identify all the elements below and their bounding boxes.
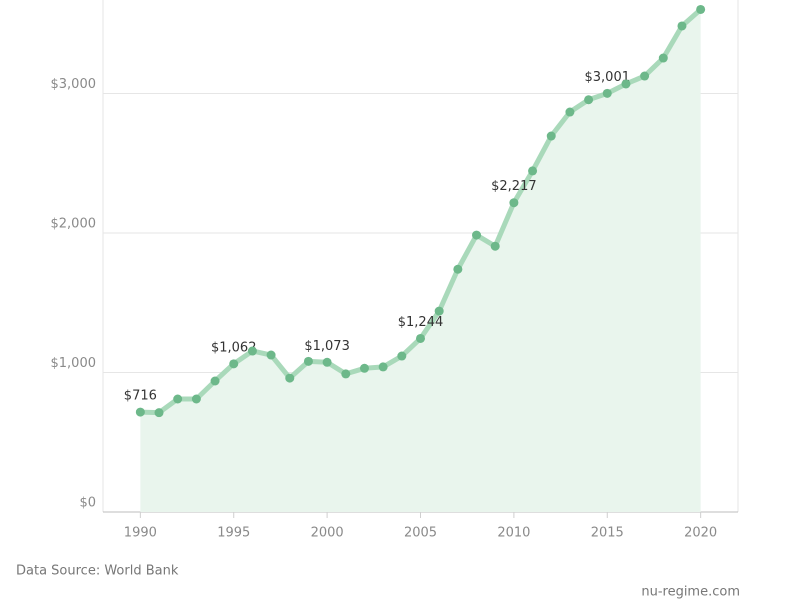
y-tick-label: $3,000 [51,77,97,92]
data-source: Data Source: World Bank [16,564,179,579]
point [640,71,650,81]
point [621,79,631,89]
value-label: $1,073 [304,339,350,354]
point [472,230,482,240]
x-tick-label: 2010 [497,526,530,541]
point [490,241,500,251]
point [229,359,239,369]
point [266,350,276,360]
point [546,131,556,141]
value-label: $716 [124,389,157,404]
point [285,373,295,383]
point [173,394,183,404]
point [135,407,145,417]
point [416,333,425,343]
point [378,362,388,372]
point [434,306,444,316]
point [247,346,257,356]
point [677,21,687,31]
x-tick-label: 2020 [684,526,717,541]
y-tick-label: $2,000 [51,216,97,231]
point [658,53,668,63]
y-tick-label: $1,000 [51,356,97,371]
site-credit: nu-regime.com [641,585,740,600]
x-tick-label: 2015 [591,526,624,541]
value-label: $3,001 [585,70,631,85]
value-label: $3,602 [678,0,724,1]
point [602,88,612,98]
y-tick-label: $0 [79,496,96,511]
point [191,394,201,404]
point [341,369,351,379]
point [322,357,332,367]
x-tick-label: 1995 [217,526,250,541]
point [359,363,369,373]
point [509,198,519,208]
point [584,95,594,105]
x-tick-label: 2005 [404,526,437,541]
point [210,376,220,386]
value-label: $1,244 [398,315,444,330]
value-label: $1,062 [211,340,257,355]
point [397,351,407,361]
point [453,264,463,274]
point [696,4,706,14]
value-label: $2,217 [491,179,537,194]
x-tick-label: 2000 [311,526,344,541]
x-tick-label: 1990 [124,526,157,541]
point [528,166,538,176]
point [565,107,575,117]
area-fill [140,9,701,513]
point [303,356,313,366]
point [154,408,164,418]
